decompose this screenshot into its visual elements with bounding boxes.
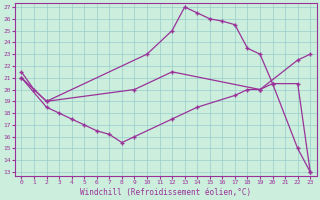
X-axis label: Windchill (Refroidissement éolien,°C): Windchill (Refroidissement éolien,°C)	[80, 188, 252, 197]
